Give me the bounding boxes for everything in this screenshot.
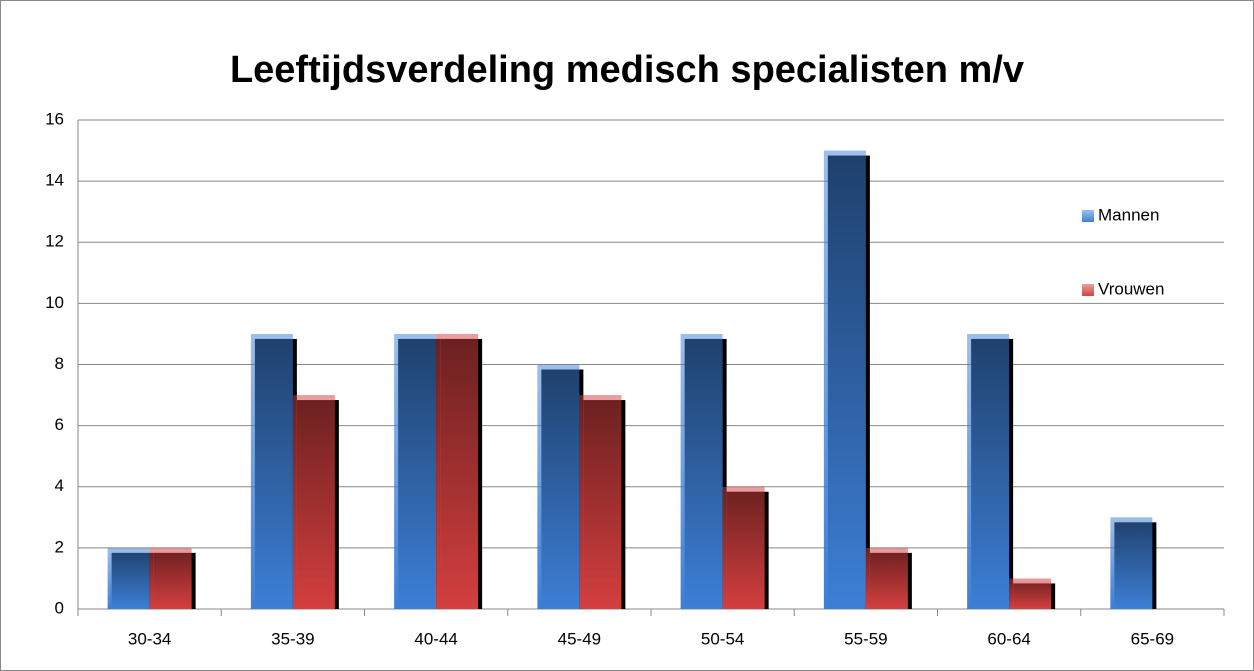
bar — [1110, 517, 1153, 609]
bar — [436, 333, 479, 609]
legend-label: Vrouwen — [1098, 279, 1164, 298]
x-tick-label: 40-44 — [414, 629, 457, 648]
legend-swatch — [1082, 284, 1094, 296]
y-tick-label: 2 — [55, 537, 64, 556]
legend-label: Mannen — [1098, 205, 1159, 224]
bar — [579, 395, 622, 609]
y-tick-label: 4 — [55, 476, 64, 495]
y-tick-label: 10 — [45, 293, 64, 312]
y-tick-label: 0 — [55, 598, 64, 617]
x-tick-label: 35-39 — [271, 629, 314, 648]
x-tick-label: 50-54 — [701, 629, 744, 648]
y-tick-label: 12 — [45, 232, 64, 251]
legend-swatch — [1082, 210, 1094, 222]
bar — [292, 395, 335, 609]
y-tick-label: 16 — [45, 109, 64, 128]
bar — [967, 333, 1010, 609]
bar — [865, 547, 908, 609]
x-tick-label: 30-34 — [128, 629, 171, 648]
bar — [1009, 578, 1052, 609]
x-tick-label: 60-64 — [987, 629, 1030, 648]
bar — [250, 333, 293, 609]
y-tick-label: 8 — [55, 354, 64, 373]
bar — [394, 333, 437, 609]
bar — [680, 333, 723, 609]
bar — [149, 547, 192, 609]
x-tick-label: 65-69 — [1131, 629, 1174, 648]
bar — [107, 547, 150, 609]
y-tick-label: 6 — [55, 415, 64, 434]
bar — [722, 486, 765, 609]
chart-title: Leeftijdsverdeling medisch specialisten … — [230, 49, 1024, 91]
y-tick-label: 14 — [45, 171, 64, 190]
x-tick-label: 45-49 — [558, 629, 601, 648]
x-tick-label: 55-59 — [844, 629, 887, 648]
bar — [537, 364, 580, 609]
bar — [823, 150, 866, 609]
